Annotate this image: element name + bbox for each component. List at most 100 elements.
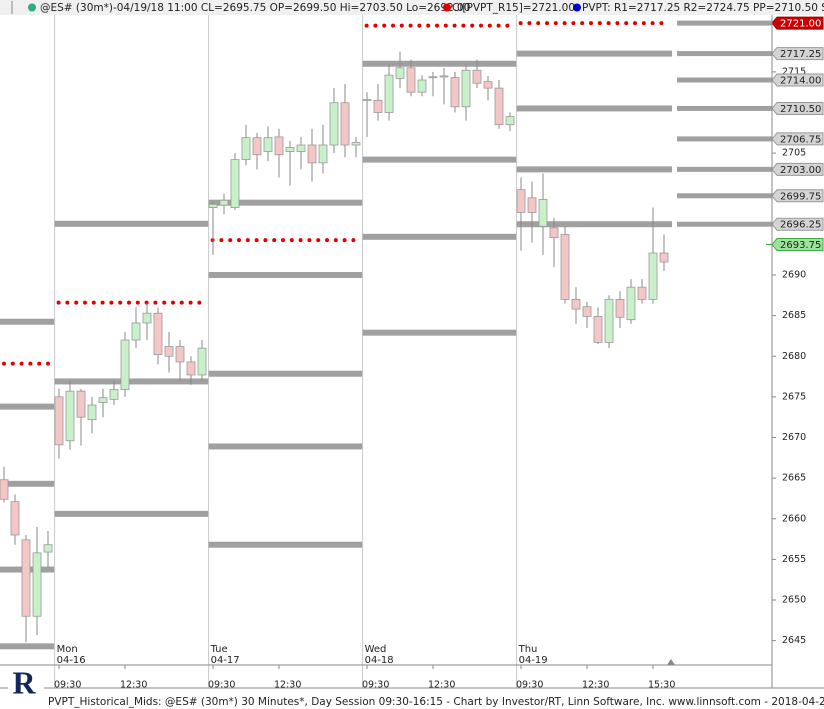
dot [597, 21, 602, 26]
price-tag-label: 2710.50 [780, 104, 821, 115]
dot [408, 23, 413, 28]
pivot-level [208, 199, 363, 206]
dot [536, 21, 541, 26]
candle-body [593, 316, 603, 343]
projected-level [677, 77, 772, 83]
dot [28, 361, 33, 366]
date-label: 04-16 [57, 655, 86, 666]
dot [179, 300, 184, 305]
dot [109, 300, 114, 305]
candle-body [0, 479, 9, 500]
candle-body [32, 552, 42, 617]
pivot-level [516, 50, 672, 57]
dot [391, 23, 395, 28]
candle-body [417, 79, 427, 93]
x-tick-label: 09:30 [208, 680, 235, 691]
projected-level [677, 136, 772, 142]
candle-body [164, 346, 174, 357]
candle-body [384, 74, 394, 113]
y-tick-label: 2705 [782, 148, 806, 159]
candle-body [373, 99, 383, 113]
candle-body [76, 390, 86, 418]
day-label: Mon [57, 644, 78, 655]
dot [641, 21, 646, 26]
price-tag-label: 2721.00 [780, 19, 821, 30]
header-bar [0, 0, 824, 15]
header-icon [28, 3, 36, 12]
candle-body [43, 544, 53, 553]
pivot-level [516, 166, 672, 173]
price-tag-label: 2717.25 [780, 49, 821, 60]
dot [426, 23, 431, 28]
dot [281, 238, 285, 243]
dot [382, 23, 387, 28]
projected-level [677, 166, 772, 172]
candle-body [428, 76, 438, 79]
dotted-level [56, 300, 202, 305]
date-label: 04-17 [211, 655, 240, 666]
dot [606, 21, 611, 26]
y-tick-label: 2680 [782, 351, 806, 362]
y-tick-label: 2690 [782, 270, 806, 281]
candle-body [549, 227, 559, 239]
candle-body [230, 159, 240, 208]
candle-body [527, 197, 537, 213]
price-tag [771, 189, 824, 203]
candle-body [560, 233, 570, 300]
candle-body [263, 137, 273, 152]
candle-body [472, 69, 482, 84]
candle-body [65, 390, 75, 442]
price-tag [771, 132, 824, 146]
x-tick-label: 09:30 [54, 680, 81, 691]
price-tag-label: 2696.25 [780, 220, 821, 231]
header-symbol: @ES# (30m*)-04/19/18 11:00 CL=2695.75 OP… [40, 2, 470, 14]
dot [452, 23, 457, 28]
dot [144, 300, 149, 305]
header-ci: CI[PVPT_R15]=2721.00 [452, 2, 575, 14]
candle-body [406, 67, 416, 93]
y-tick-label: 2645 [782, 635, 806, 646]
candle-body [450, 77, 460, 108]
dot [562, 21, 567, 26]
candle-body [626, 286, 636, 321]
dot [316, 238, 321, 243]
dot [443, 23, 448, 28]
candle-body [54, 396, 64, 446]
pivot-level [362, 329, 517, 336]
candle-body [307, 144, 317, 164]
candle-body [395, 67, 405, 79]
candle-body [483, 81, 493, 89]
y-tick-label: 2675 [782, 391, 806, 402]
candle-body [340, 102, 350, 146]
dot [237, 238, 241, 243]
x-tick-label: 12:30 [582, 680, 609, 691]
footer: PVPT_Historical_Mids: @ES# (30m*) 30 Min… [48, 696, 824, 708]
dot [74, 300, 79, 305]
day-label: Tue [210, 644, 228, 655]
dot [298, 238, 303, 243]
candle-body [21, 539, 31, 617]
y-tick-label: 2715 [782, 66, 806, 77]
dot [219, 238, 224, 243]
pivot-level [54, 510, 209, 517]
pivot-level [362, 233, 517, 240]
dotted-level [518, 21, 664, 26]
candle-body [604, 298, 614, 343]
logo-box [8, 672, 44, 702]
y-tick-label: 2665 [782, 473, 806, 484]
price-tag-label: 2699.75 [780, 191, 821, 202]
dot [351, 238, 356, 243]
candle-body [175, 346, 185, 363]
candle-body [659, 252, 669, 263]
dotted-level [2, 361, 50, 366]
dot [435, 23, 439, 28]
candle-body [197, 347, 207, 376]
dot [364, 23, 369, 28]
dot [228, 238, 233, 243]
dot [37, 361, 42, 366]
dot [633, 21, 637, 26]
pivot-level [208, 443, 363, 450]
dot [325, 238, 329, 243]
dot [289, 238, 294, 243]
